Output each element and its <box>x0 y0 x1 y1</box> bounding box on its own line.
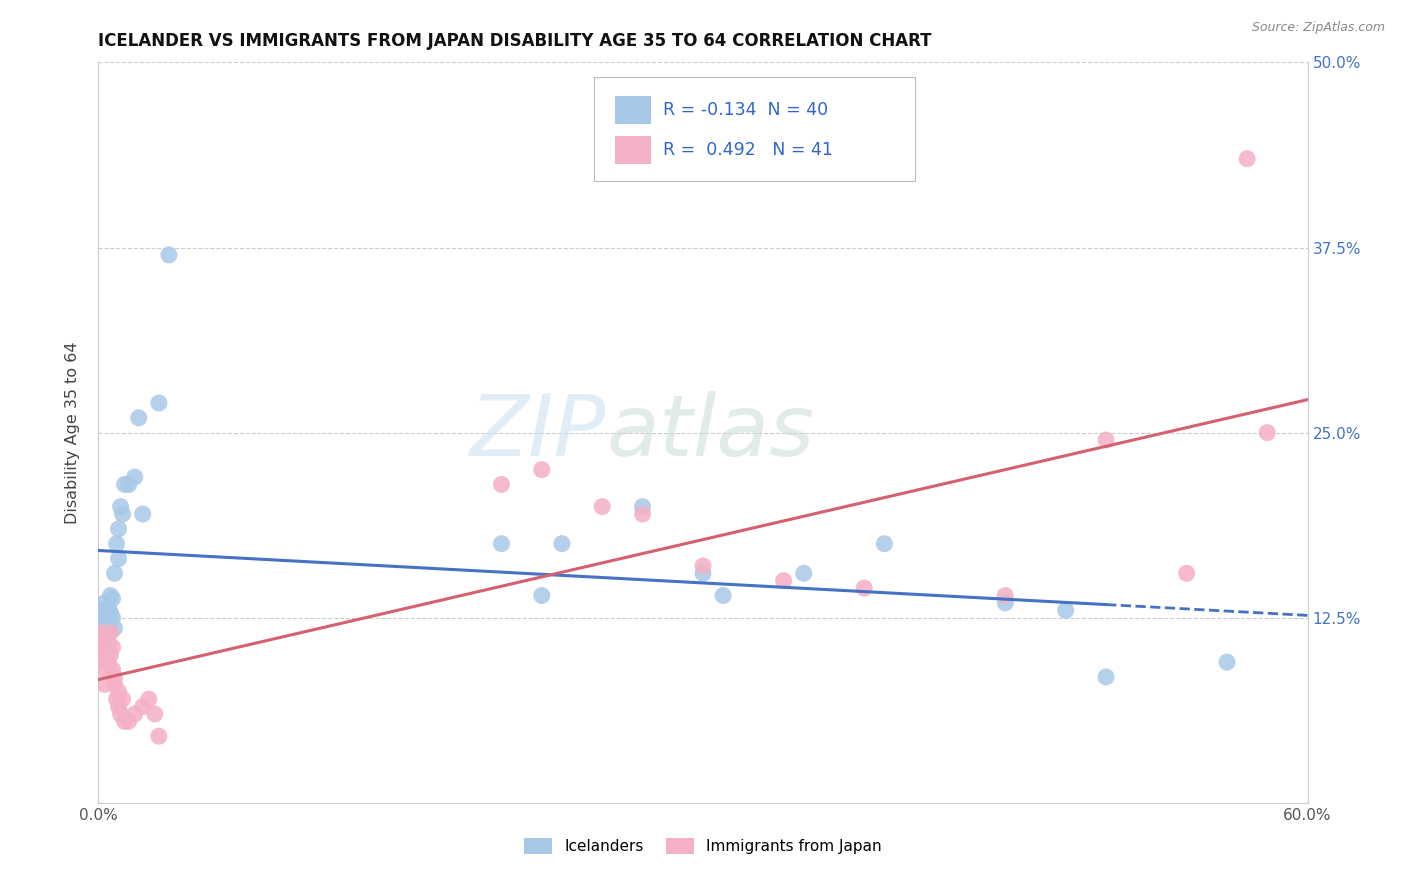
Point <box>132 699 155 714</box>
Point <box>114 714 136 729</box>
Point <box>105 536 128 550</box>
Text: R = -0.134  N = 40: R = -0.134 N = 40 <box>664 101 828 119</box>
Point <box>128 410 150 425</box>
Point <box>692 566 714 581</box>
Text: ICELANDER VS IMMIGRANTS FROM JAPAN DISABILITY AGE 35 TO 64 CORRELATION CHART: ICELANDER VS IMMIGRANTS FROM JAPAN DISAB… <box>98 32 932 50</box>
Point <box>551 536 574 550</box>
Point <box>1054 603 1077 617</box>
Point <box>772 574 794 588</box>
Point <box>89 640 111 655</box>
Point <box>97 600 120 615</box>
Point <box>91 648 114 662</box>
Point <box>124 706 146 721</box>
Point <box>1175 566 1198 581</box>
Point <box>100 589 122 603</box>
Point <box>89 603 111 617</box>
Point <box>100 648 122 662</box>
Point <box>97 655 120 669</box>
Point <box>93 663 115 677</box>
Point <box>1095 433 1118 447</box>
FancyBboxPatch shape <box>595 78 915 181</box>
Point <box>103 677 125 691</box>
Point <box>132 507 155 521</box>
Point <box>101 663 124 677</box>
Point <box>89 625 111 640</box>
Point <box>107 685 129 699</box>
Point <box>853 581 876 595</box>
Point <box>101 591 124 606</box>
Point <box>100 607 122 621</box>
Text: ZIP: ZIP <box>470 391 606 475</box>
Point <box>692 558 714 573</box>
Bar <box>614 136 651 164</box>
Text: R =  0.492   N = 41: R = 0.492 N = 41 <box>664 141 832 159</box>
Point <box>530 589 553 603</box>
Point <box>103 566 125 581</box>
Point <box>97 603 120 617</box>
Point <box>93 677 115 691</box>
Point <box>100 625 122 640</box>
Point <box>97 625 120 640</box>
Legend: Icelanders, Immigrants from Japan: Icelanders, Immigrants from Japan <box>519 832 887 860</box>
Point <box>631 500 654 514</box>
Point <box>143 706 166 721</box>
Point <box>148 396 170 410</box>
Point <box>93 596 115 610</box>
Point <box>1095 670 1118 684</box>
Point <box>124 470 146 484</box>
Point <box>530 462 553 476</box>
Point <box>110 500 132 514</box>
Text: atlas: atlas <box>606 391 814 475</box>
Point <box>93 618 115 632</box>
Point <box>96 630 118 644</box>
Point <box>93 655 115 669</box>
Point <box>91 607 114 621</box>
Text: Source: ZipAtlas.com: Source: ZipAtlas.com <box>1251 21 1385 34</box>
Point <box>111 692 134 706</box>
Point <box>1236 152 1258 166</box>
Point <box>1216 655 1239 669</box>
Point <box>793 566 815 581</box>
Point <box>1256 425 1278 440</box>
Point <box>711 589 734 603</box>
Point <box>114 477 136 491</box>
Point <box>631 507 654 521</box>
Point <box>591 500 613 514</box>
Point <box>103 621 125 635</box>
Point <box>101 610 124 624</box>
Point <box>107 551 129 566</box>
Point <box>994 596 1017 610</box>
Point <box>103 670 125 684</box>
Point <box>107 699 129 714</box>
Y-axis label: Disability Age 35 to 64: Disability Age 35 to 64 <box>65 342 80 524</box>
Point <box>91 610 114 624</box>
Point <box>994 589 1017 603</box>
Point <box>107 522 129 536</box>
Point <box>491 477 513 491</box>
Point <box>96 621 118 635</box>
Point <box>96 615 118 629</box>
Point <box>157 248 180 262</box>
Point <box>105 692 128 706</box>
Point <box>491 536 513 550</box>
Point <box>91 636 114 650</box>
Point <box>101 640 124 655</box>
Point <box>873 536 896 550</box>
Point <box>118 477 141 491</box>
Point <box>138 692 160 706</box>
Point <box>118 714 141 729</box>
Point <box>97 636 120 650</box>
Point <box>111 507 134 521</box>
Bar <box>614 95 651 124</box>
Point <box>148 729 170 743</box>
Point <box>110 706 132 721</box>
Point <box>96 645 118 659</box>
